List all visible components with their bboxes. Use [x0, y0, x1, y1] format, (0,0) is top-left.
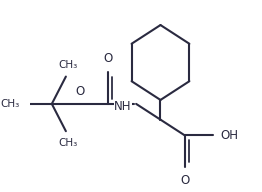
Text: CH₃: CH₃	[0, 99, 19, 109]
Text: CH₃: CH₃	[58, 60, 77, 70]
Text: CH₃: CH₃	[58, 138, 77, 148]
Text: OH: OH	[220, 129, 238, 142]
Text: O: O	[75, 85, 85, 98]
Text: O: O	[180, 174, 189, 187]
Text: O: O	[103, 52, 113, 65]
Text: NH: NH	[114, 100, 132, 113]
